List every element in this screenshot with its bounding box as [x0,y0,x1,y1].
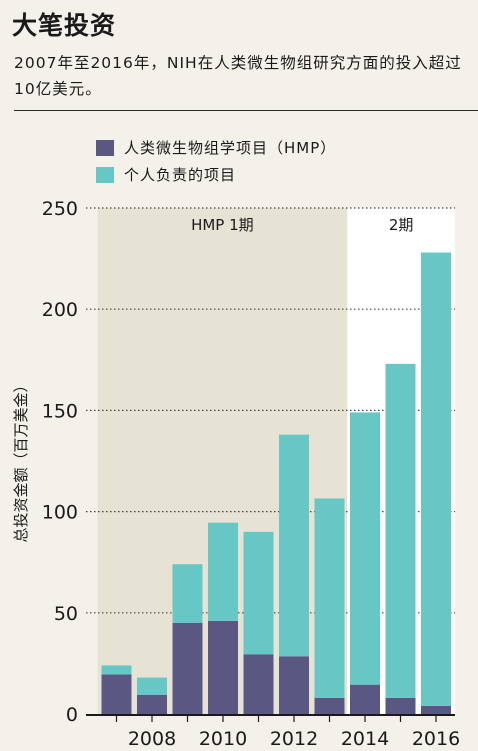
chart-subtitle: 2007年至2016年，NIH在人类微生物组研究方面的投入超过10亿美元。 [14,54,462,98]
y-tick-label-100: 100 [42,502,78,524]
legend-swatch-individual [96,166,114,183]
header-rule [14,110,478,111]
y-tick-label-50: 50 [54,603,78,625]
bar-hmp-2015 [385,697,416,714]
bar-individual-2012 [279,434,309,657]
phase-label-1: HMP 1期 [191,216,254,234]
bar-hmp-2010 [208,620,238,714]
x-tick-label-2014: 2014 [341,728,389,750]
x-tick-label-2010: 2010 [199,728,247,750]
bar-hmp-2007 [101,674,132,714]
bar-individual-2015 [385,363,416,698]
bar-hmp-2016 [421,705,451,714]
x-tick-label-2012: 2012 [270,728,318,750]
bar-individual-2008 [137,677,167,695]
chart-title: 大笔投资 [12,11,117,40]
y-tick-label-250: 250 [42,198,78,220]
bar-hmp-2012 [279,656,309,714]
legend-item-individual: 个人负责的项目 [96,161,336,188]
bar-individual-2007 [101,665,132,675]
bar-individual-2016 [421,252,451,706]
legend-label-individual: 个人负责的项目 [124,166,237,184]
y-tick-label-200: 200 [42,299,78,321]
legend: 人类微生物组学项目（HMP） 个人负责的项目 [96,134,336,188]
bar-hmp-2013 [314,697,345,714]
legend-label-hmp: 人类微生物组学项目（HMP） [124,139,337,157]
bar-individual-2009 [172,564,203,623]
phase-label-2: 2期 [389,216,414,234]
y-tick-label-150: 150 [42,400,78,422]
bar-hmp-2011 [243,654,274,714]
y-axis-label: 总投资金额（百万美金） [12,377,30,542]
bar-hmp-2014 [350,684,380,714]
x-tick-label-2008: 2008 [128,728,176,750]
bar-hmp-2009 [172,622,203,714]
y-tick-label-0: 0 [66,704,78,726]
bar-hmp-2008 [137,694,167,714]
bar-individual-2010 [208,522,238,621]
bar-individual-2011 [243,531,274,655]
x-tick-label-2016: 2016 [412,728,460,750]
legend-swatch-hmp [96,139,114,156]
bar-individual-2013 [314,498,345,698]
legend-item-hmp: 人类微生物组学项目（HMP） [96,134,336,161]
bar-individual-2014 [350,412,380,685]
